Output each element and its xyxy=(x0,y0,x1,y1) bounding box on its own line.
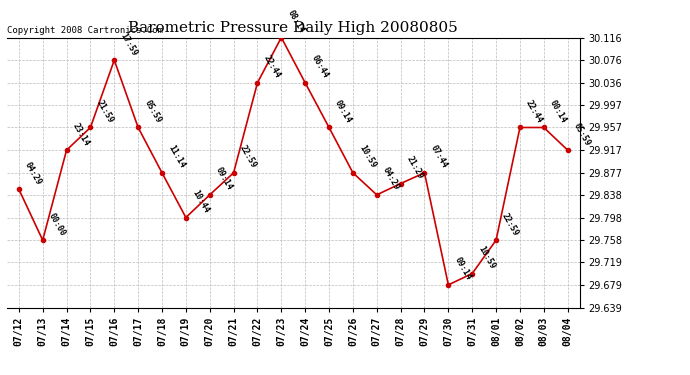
Text: 22:59: 22:59 xyxy=(238,144,258,170)
Text: 06:44: 06:44 xyxy=(309,54,330,80)
Text: 17:59: 17:59 xyxy=(119,31,139,57)
Text: 05:59: 05:59 xyxy=(142,99,163,125)
Text: 22:44: 22:44 xyxy=(524,99,544,125)
Text: 09:14: 09:14 xyxy=(453,256,473,282)
Text: 22:44: 22:44 xyxy=(262,54,282,80)
Text: 21:59: 21:59 xyxy=(95,99,115,125)
Text: 04:29: 04:29 xyxy=(23,160,43,186)
Text: 22:59: 22:59 xyxy=(500,211,520,237)
Text: 21:29: 21:29 xyxy=(405,154,425,181)
Text: 08:14: 08:14 xyxy=(286,9,306,35)
Text: 10:44: 10:44 xyxy=(190,189,210,215)
Text: 04:29: 04:29 xyxy=(381,166,401,192)
Text: 09:14: 09:14 xyxy=(214,166,234,192)
Text: 00:00: 00:00 xyxy=(47,211,67,237)
Text: 11:14: 11:14 xyxy=(166,144,186,170)
Text: 05:59: 05:59 xyxy=(572,121,592,147)
Text: 10:59: 10:59 xyxy=(357,144,377,170)
Text: 23:14: 23:14 xyxy=(70,121,91,147)
Text: 10:59: 10:59 xyxy=(476,244,497,271)
Text: Copyright 2008 Cartronics.Com: Copyright 2008 Cartronics.Com xyxy=(7,26,163,35)
Title: Barometric Pressure Daily High 20080805: Barometric Pressure Daily High 20080805 xyxy=(128,21,458,35)
Text: 09:14: 09:14 xyxy=(333,99,353,125)
Text: 07:44: 07:44 xyxy=(428,144,449,170)
Text: 00:14: 00:14 xyxy=(548,99,569,125)
